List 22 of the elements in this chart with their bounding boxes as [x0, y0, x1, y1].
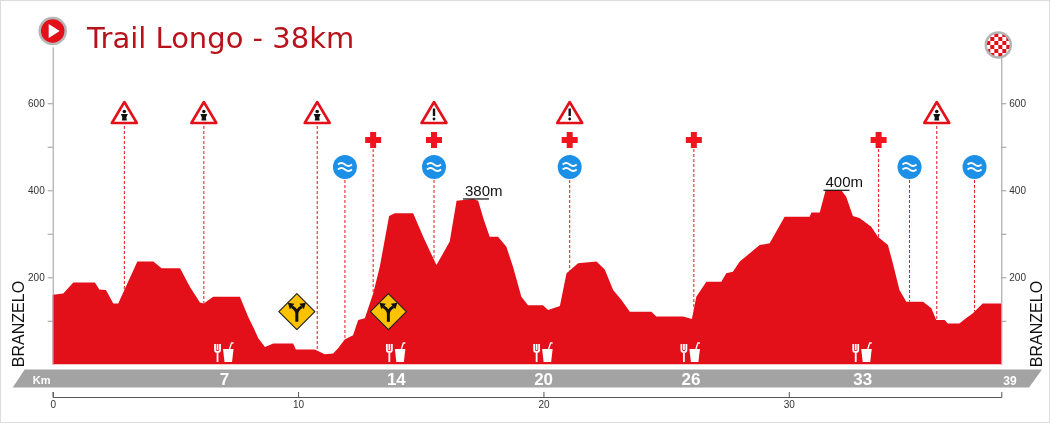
- x2-tick-label: 7: [219, 370, 230, 389]
- x2-axis-title: Km: [32, 374, 51, 386]
- x-tick-label: 20: [538, 399, 550, 411]
- x2-tick-label: 39: [1003, 374, 1017, 388]
- chart-title: Trail Longo - 38km: [86, 21, 355, 55]
- x2-tick-label: 14: [386, 370, 407, 389]
- y2-axis-title: BRANZELO: [1028, 280, 1046, 368]
- y-tick-label: 200: [28, 271, 46, 283]
- y2-tick-label: 600: [1009, 97, 1027, 109]
- x-tick-label: 0: [50, 399, 57, 411]
- x2-tick-label: 20: [534, 370, 554, 389]
- annotation: 380m: [465, 181, 503, 199]
- annotation: 400m: [825, 173, 863, 191]
- x-tick-label: 10: [293, 399, 305, 411]
- y-tick-label: 400: [28, 184, 46, 196]
- x2-tick-label: 33: [853, 370, 873, 389]
- x2-tick-label: 26: [681, 370, 701, 389]
- x-tick-label: 30: [783, 399, 796, 411]
- y2-tick-label: 400: [1009, 184, 1027, 196]
- y-tick-label: 600: [28, 97, 46, 109]
- y-axis-title: BRANZELO: [9, 280, 27, 368]
- y2-tick-label: 200: [1009, 271, 1027, 283]
